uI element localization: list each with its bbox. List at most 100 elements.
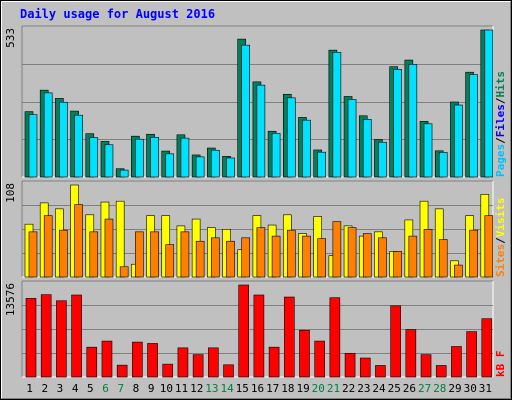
x-label-day-1: 1 — [26, 382, 33, 395]
x-label-day-3: 3 — [57, 382, 64, 395]
bar-pages-day-31 — [484, 29, 494, 178]
chart-bars — [24, 29, 494, 378]
bar-pages-day-21 — [332, 52, 342, 178]
x-label-day-26: 26 — [403, 382, 416, 395]
legend-text-2: kB F — [494, 351, 507, 378]
bar-sites-day-5 — [89, 231, 99, 278]
x-label-day-9: 9 — [148, 382, 155, 395]
bar-pages-day-6 — [104, 144, 114, 178]
bar-pages-day-27 — [423, 123, 433, 178]
x-label-day-21: 21 — [327, 382, 340, 395]
x-label-day-6: 6 — [102, 382, 109, 395]
bar-pages-day-7 — [119, 169, 129, 178]
x-label-day-2: 2 — [41, 382, 48, 395]
bar-kbytes-day-10 — [162, 363, 174, 378]
x-label-day-10: 10 — [160, 382, 173, 395]
x-label-day-8: 8 — [133, 382, 140, 395]
x-label-day-16: 16 — [251, 382, 264, 395]
bar-kbytes-day-5 — [86, 346, 98, 378]
legend-label-sites: Sites — [494, 244, 507, 277]
bar-pages-day-2 — [43, 92, 53, 178]
bar-kbytes-day-29 — [451, 346, 462, 378]
legend-text-1: Sites/Visits — [494, 198, 507, 278]
bar-kbytes-day-22 — [344, 352, 356, 378]
bar-pages-day-19 — [302, 119, 311, 178]
y-max-label-0: 533 — [4, 28, 17, 48]
bar-pages-day-9 — [150, 136, 159, 178]
bar-pages-day-1 — [28, 114, 38, 178]
x-label-day-17: 17 — [266, 382, 279, 395]
bar-sites-day-31 — [484, 215, 494, 278]
y-axis-labels: 533 108 13576 — [4, 28, 17, 316]
legend-label-files: Files — [494, 104, 507, 137]
bar-pages-day-14 — [226, 157, 235, 178]
bar-kbytes-day-21 — [329, 297, 341, 378]
bar-kbytes-day-6 — [101, 340, 113, 378]
x-label-day-30: 30 — [464, 382, 477, 395]
x-label-day-4: 4 — [72, 382, 79, 395]
bar-kbytes-day-19 — [299, 329, 310, 378]
bar-sites-day-1 — [28, 231, 38, 278]
bar-sites-day-23 — [362, 233, 372, 278]
bar-sites-day-30 — [469, 229, 478, 278]
bar-pages-day-5 — [89, 137, 99, 178]
x-label-day-18: 18 — [281, 382, 294, 395]
bar-sites-day-11 — [180, 231, 190, 278]
bar-kbytes-day-25 — [390, 305, 401, 378]
bar-kbytes-day-11 — [177, 347, 189, 378]
bar-pages-day-12 — [195, 156, 205, 178]
bar-sites-day-16 — [256, 227, 266, 278]
y-max-label-1: 108 — [4, 183, 17, 203]
bar-sites-day-25 — [393, 251, 402, 278]
y-max-label-2: 13576 — [4, 283, 17, 316]
bar-pages-day-4 — [74, 114, 83, 178]
legend-1: Sites/Visits — [494, 198, 507, 278]
x-label-day-20: 20 — [312, 382, 325, 395]
x-label-day-31: 31 — [479, 382, 492, 395]
bar-sites-day-6 — [104, 218, 114, 278]
bar-kbytes-day-24 — [375, 365, 386, 378]
x-label-day-29: 29 — [448, 382, 461, 395]
x-label-day-27: 27 — [418, 382, 431, 395]
bar-kbytes-day-26 — [405, 329, 417, 378]
bar-kbytes-day-4 — [71, 294, 82, 378]
bar-pages-day-8 — [135, 138, 144, 178]
bar-kbytes-day-1 — [25, 298, 37, 378]
bar-sites-day-19 — [302, 235, 311, 278]
bar-sites-day-26 — [408, 235, 418, 278]
legend-separator: / — [494, 97, 507, 104]
x-label-day-13: 13 — [205, 382, 218, 395]
bar-kbytes-day-2 — [40, 294, 52, 378]
bar-pages-day-13 — [211, 149, 220, 178]
x-label-day-7: 7 — [117, 382, 124, 395]
bar-kbytes-day-17 — [268, 346, 280, 378]
x-label-day-25: 25 — [388, 382, 401, 395]
x-label-day-22: 22 — [342, 382, 355, 395]
bar-pages-day-23 — [362, 119, 372, 178]
bar-pages-day-26 — [408, 64, 418, 178]
bar-kbytes-day-15 — [238, 284, 250, 378]
bar-pages-day-17 — [271, 133, 281, 178]
bar-kbytes-day-20 — [314, 340, 325, 378]
bar-sites-day-2 — [43, 215, 53, 278]
bar-sites-day-14 — [226, 240, 235, 278]
bar-sites-day-7 — [119, 266, 129, 278]
x-label-day-11: 11 — [175, 382, 188, 395]
legend-text-0: Pages/Files/Hits — [494, 71, 507, 177]
bar-kbytes-day-30 — [466, 331, 477, 378]
bar-kbytes-day-8 — [132, 341, 143, 378]
x-label-day-15: 15 — [236, 382, 249, 395]
bar-pages-day-28 — [438, 152, 448, 178]
bar-pages-day-22 — [347, 99, 357, 178]
bar-kbytes-day-14 — [223, 364, 234, 378]
bar-sites-day-8 — [135, 231, 144, 278]
bar-pages-day-30 — [469, 74, 478, 178]
legend-0: Pages/Files/Hits — [494, 71, 507, 177]
bar-sites-day-12 — [195, 240, 205, 278]
bar-pages-day-15 — [241, 44, 251, 178]
x-label-day-28: 28 — [433, 382, 446, 395]
legend-label-hits: Hits — [494, 71, 507, 98]
bar-sites-day-27 — [423, 228, 433, 278]
legend-label-pages: Pages — [494, 144, 507, 177]
bar-pages-day-20 — [317, 151, 326, 178]
